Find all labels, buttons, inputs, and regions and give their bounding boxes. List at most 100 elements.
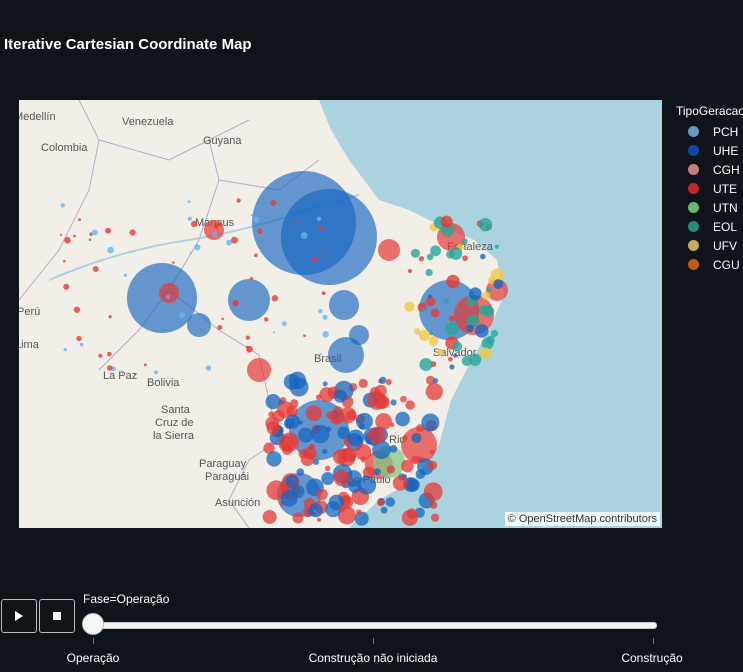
legend-item[interactable]: UFV [676,236,743,255]
plant-marker [231,236,238,244]
plant-marker [78,218,82,222]
plant-marker [429,501,438,509]
plant-marker [308,445,314,451]
plant-marker [88,238,92,241]
play-button[interactable] [1,599,37,633]
plant-marker [448,315,455,322]
place-label: Cruz de [155,417,194,429]
place-label: Lima [19,339,40,351]
plant-marker [253,216,260,223]
slider-step-label[interactable]: Construção não iniciada [308,651,438,665]
legend-item[interactable]: EOL [676,217,743,236]
plant-marker [300,232,308,239]
plant-marker [246,345,249,349]
plant-marker [172,261,175,264]
plant-marker [375,413,392,430]
plant-marker [444,321,459,336]
plant-marker [221,317,224,321]
plant-marker [159,283,179,303]
plant-marker [322,282,325,285]
slider-current-label: Fase=Operação [83,592,170,606]
slider-step-label[interactable]: Construção [621,651,683,665]
plant-marker [480,253,486,260]
plant-marker [76,335,82,342]
map-canvas[interactable]: Medellín Venezuela Colombia Guyana Manau… [19,100,662,528]
plant-marker [494,244,499,249]
plant-marker [303,334,306,337]
plant-marker [59,233,63,236]
plant-marker [232,299,239,307]
plant-marker [262,509,277,524]
legend: TipoGeracao PCH UHE CGH UTE UTN EOL UFV CGU [676,104,743,274]
map-view[interactable]: Medellín Venezuela Colombia Guyana Manau… [19,100,662,528]
legend-marker [688,164,699,175]
plant-marker [401,459,414,473]
legend-item[interactable]: CGU [676,255,743,274]
plant-marker [249,276,254,281]
plant-marker [296,468,305,476]
place-label: Paraguay [199,458,247,470]
plant-marker [280,489,298,507]
slider-step-label[interactable]: Operação [66,651,120,665]
legend-label: CGU [713,257,740,272]
plant-marker [430,308,440,318]
plant-marker [479,347,492,360]
plant-marker [481,291,491,300]
slider-handle[interactable] [82,613,104,635]
plant-marker [386,465,396,474]
plant-marker [419,357,433,372]
plant-marker [446,250,455,259]
legend-marker [688,183,699,194]
legend-label: UTE [713,181,737,196]
plant-marker [453,353,458,358]
legend-marker [688,259,699,270]
country-borders [19,100,320,528]
plant-marker [440,215,453,228]
plant-marker [425,375,436,385]
chart-title: Iterative Cartesian Coordinate Map [4,36,252,53]
legend-label: EOL [713,219,738,234]
plant-marker [318,225,323,231]
stop-button[interactable] [39,599,75,633]
plant-marker [213,224,219,229]
legend-item[interactable]: CGH [676,160,743,179]
plant-marker [319,352,322,355]
plant-marker [247,358,271,382]
legend-item[interactable]: UHE [676,141,743,160]
plant-marker [373,468,381,476]
plant-marker [305,405,322,422]
legend-item[interactable]: PCH [676,122,743,141]
plant-marker [73,234,76,238]
plant-marker [108,315,112,319]
plant-marker [321,472,335,485]
plant-marker [62,259,66,263]
map-attribution[interactable]: © OpenStreetMap contributors [504,512,660,526]
plant-marker [228,279,270,321]
slider-tick [373,638,374,644]
plant-marker [337,426,351,440]
play-icon [15,611,23,621]
plant-marker [354,511,369,526]
plant-marker [187,216,192,221]
legend-item[interactable]: UTN [676,198,743,217]
plant-marker [355,444,372,461]
plant-marker [166,294,170,299]
plant-marker [281,321,287,327]
legend-item[interactable]: UTE [676,179,743,198]
plant-marker [92,266,99,272]
plant-marker [292,512,304,524]
plant-marker [423,482,443,502]
slider-rail[interactable] [86,622,657,629]
plant-marker [98,353,103,358]
plant-marker [316,488,328,501]
plant-marker [475,324,489,338]
plant-marker [339,406,357,424]
plant-marker [443,298,450,305]
place-label: Venezuela [122,116,174,128]
plant-marker [420,307,426,313]
plant-marker [107,246,114,254]
plant-marker [73,306,81,313]
plant-marker [478,217,493,232]
plant-marker [316,517,322,522]
plant-marker [426,253,434,261]
